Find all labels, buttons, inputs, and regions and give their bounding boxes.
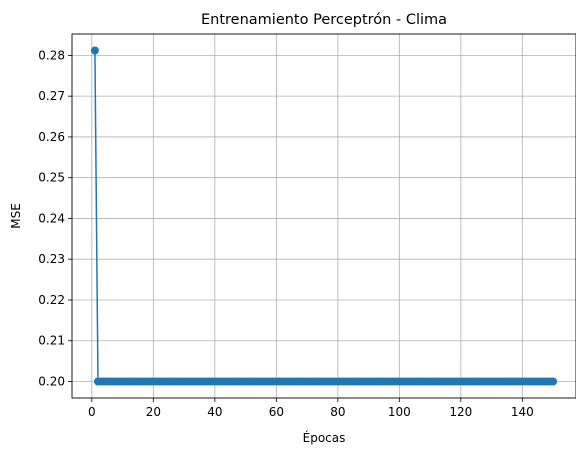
- x-tick-label: 0: [88, 405, 96, 419]
- x-tick-label: 80: [330, 405, 345, 419]
- y-tick-label: 0.26: [38, 130, 65, 144]
- y-tick-label: 0.23: [38, 252, 65, 266]
- data-point: [549, 377, 558, 386]
- plot-frame: [71, 33, 576, 399]
- y-tick-label: 0.24: [38, 211, 65, 225]
- x-tick-label: 140: [511, 405, 534, 419]
- x-tick-label: 120: [449, 405, 472, 419]
- y-tick-label: 0.27: [38, 89, 65, 103]
- x-axis-label: Épocas: [303, 430, 346, 445]
- y-axis-label: MSE: [9, 203, 23, 229]
- x-tick-label: 20: [146, 405, 161, 419]
- x-axis-ticks: 0 20 40 60 80 100 120 140: [88, 398, 534, 419]
- y-tick-label: 0.28: [38, 48, 65, 62]
- y-tick-label: 0.22: [38, 293, 65, 307]
- chart-title: Entrenamiento Perceptrón - Clima: [201, 12, 447, 28]
- y-tick-label: 0.25: [38, 171, 65, 185]
- series-group: [90, 46, 558, 386]
- y-tick-label: 0.20: [38, 374, 65, 388]
- grid: [72, 34, 576, 398]
- y-axis-ticks: 0.20 0.21 0.22 0.23 0.24 0.25 0.26 0.27 0.28: [38, 48, 72, 388]
- y-tick-label: 0.21: [38, 334, 65, 348]
- x-tick-label: 60: [269, 405, 284, 419]
- x-tick-label: 100: [388, 405, 411, 419]
- data-point: [90, 46, 99, 55]
- x-tick-label: 40: [207, 405, 222, 419]
